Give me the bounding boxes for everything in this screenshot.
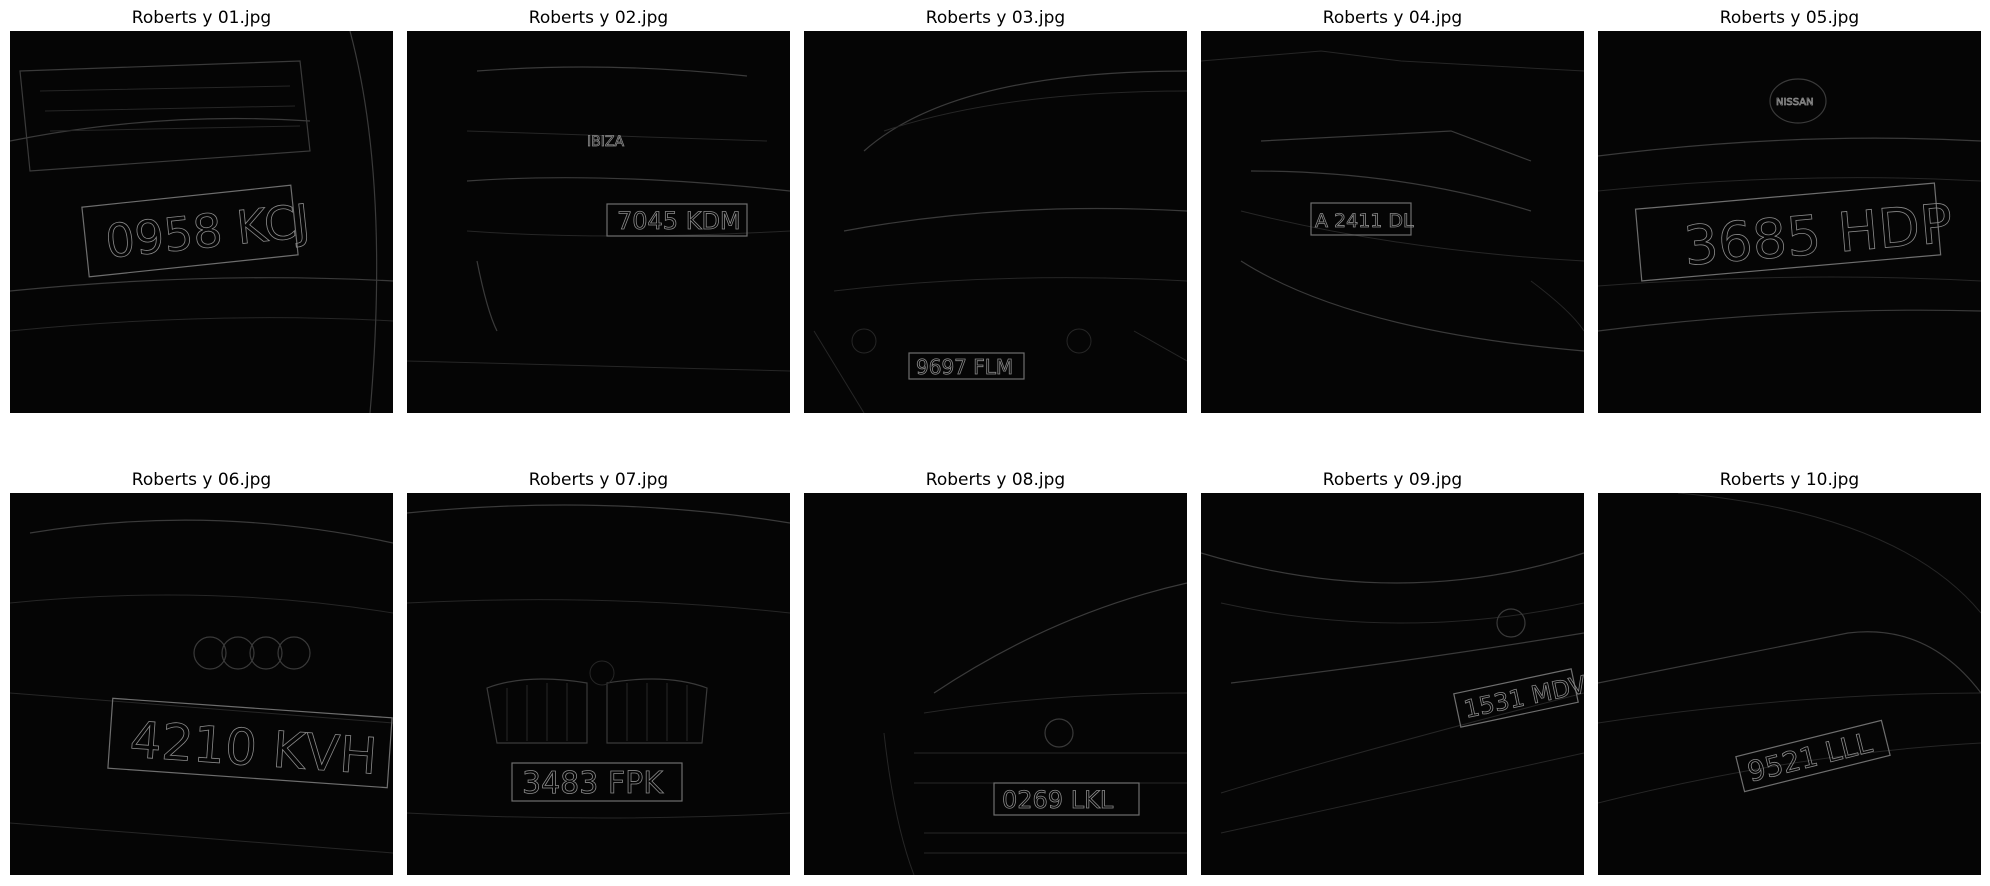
edge-image-svg: IBIZA 7045 KDM xyxy=(407,66,790,372)
edge-image-svg: 4210 KVH xyxy=(10,519,393,854)
edge-image: 1531 MDV xyxy=(1201,493,1584,875)
edge-image-svg: 0958 KCJ xyxy=(10,31,393,413)
plate-text: 7045 KDM xyxy=(617,207,741,235)
badge-text: IBIZA xyxy=(587,134,624,150)
plate-text: A 2411 DL xyxy=(1315,210,1414,232)
plate-text: 0269 LKL xyxy=(1002,786,1114,814)
plate-text: 3483 FPK xyxy=(522,766,664,801)
panel-title: Roberts y 05.jpg xyxy=(1719,8,1860,28)
plate-text: 1531 MDV xyxy=(1461,670,1584,723)
edge-image: NISSAN 3685 HDP xyxy=(1598,31,1981,413)
panel-title: Roberts y 01.jpg xyxy=(131,8,272,28)
badge-text: NISSAN xyxy=(1776,97,1814,108)
edge-image-svg: NISSAN 3685 HDP xyxy=(1598,78,1981,332)
edge-image-svg: 9697 FLM xyxy=(813,70,1187,413)
edge-image: 9521 LLL xyxy=(1598,493,1981,875)
edge-image-svg: 9521 LLL xyxy=(1598,493,1981,804)
edge-image-svg: 1531 MDV xyxy=(1201,552,1584,834)
edge-image: 0269 LKL xyxy=(804,493,1187,875)
panel-title: Roberts y 04.jpg xyxy=(1322,8,1463,28)
plate-text: 9697 FLM xyxy=(916,355,1013,379)
plate-text: 9521 LLL xyxy=(1744,726,1876,789)
edge-image: 9697 FLM xyxy=(804,31,1187,413)
plate-text: 3685 HDP xyxy=(1681,192,1955,278)
panel-title: Roberts y 08.jpg xyxy=(925,470,1066,490)
panel-title: Roberts y 10.jpg xyxy=(1719,470,1860,490)
panel-title: Roberts y 03.jpg xyxy=(925,8,1066,28)
edge-image-svg: 3483 FPK xyxy=(407,504,790,819)
panel-title: Roberts y 09.jpg xyxy=(1322,470,1463,490)
plate-text: 4210 KVH xyxy=(128,711,379,786)
edge-image: IBIZA 7045 KDM xyxy=(407,31,790,413)
edge-image-svg: A 2411 DL xyxy=(1201,50,1584,352)
plate-text: 0958 KCJ xyxy=(103,194,313,269)
panel-title: Roberts y 02.jpg xyxy=(528,8,669,28)
panel-title: Roberts y 06.jpg xyxy=(131,470,272,490)
panel-title: Roberts y 07.jpg xyxy=(528,470,669,490)
edge-image: 0958 KCJ xyxy=(10,31,393,413)
edge-image: 3483 FPK xyxy=(407,493,790,875)
edge-image: A 2411 DL xyxy=(1201,31,1584,413)
edge-image-svg: 0269 LKL xyxy=(883,582,1187,875)
edge-image: 4210 KVH xyxy=(10,493,393,875)
